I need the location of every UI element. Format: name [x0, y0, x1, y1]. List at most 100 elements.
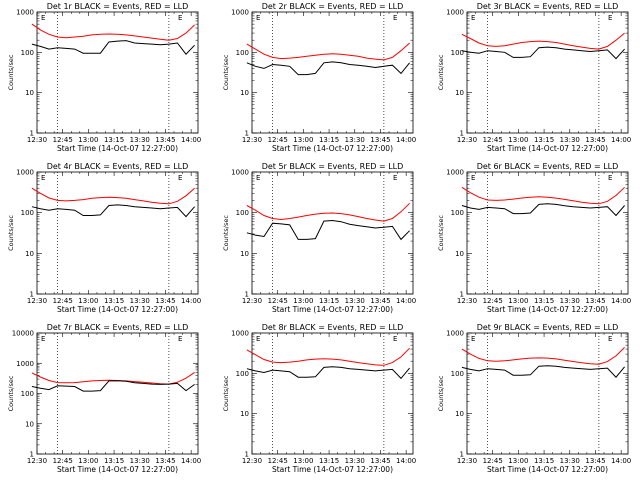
x-tick-label: 14:00 — [611, 457, 631, 465]
series-line-events — [31, 40, 195, 55]
marker-label-right: E — [178, 14, 182, 22]
series-line-events — [246, 61, 410, 76]
plot-frame — [36, 332, 199, 455]
x-tick-label: 12:45 — [483, 457, 503, 465]
y-tick-label: 1000 — [231, 169, 249, 177]
x-tick-label: 14:00 — [181, 457, 201, 465]
marker-label-left: E — [256, 174, 260, 182]
x-axis-label: Start Time (14-Oct-07 12:27:00) — [57, 465, 178, 474]
x-tick-label: 13:00 — [78, 136, 98, 144]
x-tick-label: 13:15 — [104, 136, 124, 144]
chart-title: Det 7r BLACK = Events, RED = LLD — [47, 323, 189, 332]
y-tick-label: 10 — [240, 89, 249, 97]
series-line-events — [461, 365, 625, 378]
x-tick-label: 13:30 — [560, 297, 580, 305]
x-tick-label: 13:45 — [585, 297, 605, 305]
y-tick-label: 1 — [245, 291, 249, 299]
x-tick-label: 12:30 — [457, 297, 477, 305]
x-tick-label: 13:00 — [508, 457, 528, 465]
x-tick-label: 13:00 — [508, 136, 528, 144]
x-axis-label: Start Time (14-Oct-07 12:27:00) — [272, 305, 393, 314]
y-tick-label: 10 — [25, 89, 34, 97]
y-tick-label: 1000 — [16, 9, 34, 17]
x-tick-label: 12:30 — [242, 136, 262, 144]
series-line-lld — [31, 187, 195, 205]
y-tick-label: 100 — [451, 209, 464, 217]
marker-label-right: E — [393, 174, 397, 182]
y-tick-label: 100 — [21, 390, 34, 398]
y-axis-label: Counts/sec — [437, 54, 445, 90]
chart-panel-3: Det 3r BLACK = Events, RED = LLD 1 10 100 10… — [437, 2, 631, 153]
x-tick-label: 13:30 — [345, 136, 365, 144]
y-tick-label: 10000 — [12, 330, 34, 338]
x-tick-label: 13:45 — [370, 136, 390, 144]
chart-title: Det 8r BLACK = Events, RED = LLD — [262, 323, 404, 332]
x-tick-label: 12:45 — [53, 297, 73, 305]
x-tick-label: 13:15 — [319, 136, 339, 144]
y-tick-label: 1 — [460, 291, 464, 299]
x-tick-label: 12:30 — [27, 457, 47, 465]
chart-panel-9: Det 9r BLACK = Events, RED = LLD 1 10 100 10… — [437, 323, 631, 474]
y-axis-label: Counts/sec — [7, 215, 15, 251]
x-tick-label: 13:00 — [78, 297, 98, 305]
x-tick-label: 13:45 — [370, 297, 390, 305]
x-tick-label: 13:45 — [155, 457, 175, 465]
x-tick-label: 13:00 — [508, 297, 528, 305]
chart-panel-6: Det 6r BLACK = Events, RED = LLD 1 10 100 10… — [437, 162, 631, 314]
x-tick-label: 12:30 — [457, 457, 477, 465]
x-axis-label: Start Time (14-Oct-07 12:27:00) — [57, 144, 178, 153]
y-axis-label: Counts/sec — [222, 54, 230, 90]
series-line-lld — [246, 202, 410, 222]
x-tick-label: 13:15 — [319, 297, 339, 305]
y-tick-label: 100 — [21, 49, 34, 57]
x-axis-label: Start Time (14-Oct-07 12:27:00) — [487, 144, 608, 153]
x-tick-label: 12:30 — [242, 457, 262, 465]
series-line-lld — [246, 347, 410, 366]
y-tick-label: 1000 — [446, 169, 464, 177]
x-tick-label: 13:00 — [293, 136, 313, 144]
x-tick-label: 13:45 — [155, 136, 175, 144]
x-tick-label: 12:45 — [53, 136, 73, 144]
marker-label-left: E — [41, 174, 45, 182]
x-tick-label: 13:15 — [534, 297, 554, 305]
y-tick-label: 1000 — [231, 9, 249, 17]
marker-label-left: E — [256, 14, 260, 22]
series-line-events — [31, 204, 195, 218]
chart-panel-2: Det 2r BLACK = Events, RED = LLD 1 10 100 10… — [222, 2, 416, 153]
x-tick-label: 13:45 — [370, 457, 390, 465]
marker-label-left: E — [41, 14, 45, 22]
x-tick-label: 14:00 — [181, 297, 201, 305]
y-tick-label: 1 — [245, 130, 249, 138]
x-tick-label: 13:15 — [319, 457, 339, 465]
chart-panel-7: Det 7r BLACK = Events, RED = LLD 1 10 100 10… — [7, 323, 201, 474]
y-tick-label: 10 — [455, 89, 464, 97]
y-tick-label: 1000 — [231, 330, 249, 338]
x-tick-label: 12:45 — [268, 457, 288, 465]
y-tick-label: 100 — [236, 49, 249, 57]
plot-frame — [466, 11, 629, 134]
x-tick-label: 13:45 — [585, 136, 605, 144]
chart-title: Det 6r BLACK = Events, RED = LLD — [477, 162, 619, 171]
y-tick-label: 1 — [30, 451, 34, 459]
x-tick-label: 12:30 — [27, 136, 47, 144]
y-tick-label: 1 — [30, 291, 34, 299]
x-tick-label: 12:30 — [242, 297, 262, 305]
x-tick-label: 13:15 — [534, 457, 554, 465]
y-tick-label: 10 — [240, 410, 249, 418]
series-line-lld — [461, 186, 625, 205]
chart-panel-1: Det 1r BLACK = Events, RED = LLD 1 10 100 10… — [7, 2, 201, 153]
x-tick-label: 13:30 — [130, 457, 150, 465]
plot-frame — [251, 332, 414, 455]
x-tick-label: 12:45 — [483, 136, 503, 144]
x-tick-label: 12:45 — [268, 136, 288, 144]
chart-panel-8: Det 8r BLACK = Events, RED = LLD 1 10 100 10… — [222, 323, 416, 474]
x-tick-label: 13:15 — [104, 297, 124, 305]
plot-frame — [36, 11, 199, 134]
y-axis-label: Counts/sec — [222, 215, 230, 251]
series-line-events — [246, 366, 410, 380]
chart-title: Det 2r BLACK = Events, RED = LLD — [262, 2, 404, 11]
marker-label-right: E — [608, 14, 612, 22]
x-tick-label: 12:45 — [268, 297, 288, 305]
y-tick-label: 1 — [460, 451, 464, 459]
x-tick-label: 14:00 — [396, 136, 416, 144]
